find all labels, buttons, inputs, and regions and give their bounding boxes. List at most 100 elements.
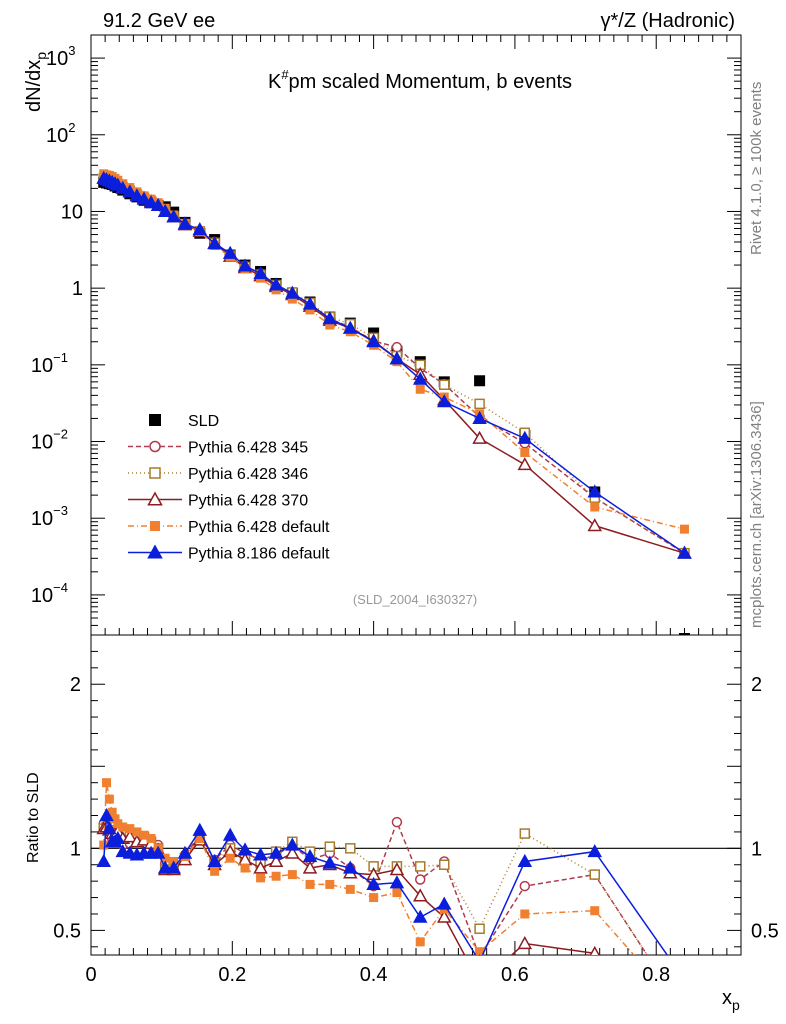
point-pythia-6-428-370	[517, 457, 533, 471]
title-sup: #	[281, 67, 289, 82]
legend-marker-pythia-6-428-345	[149, 440, 161, 453]
point-pythia-6-428-default	[415, 384, 425, 394]
rivet-label: Rivet 4.1.0, ≥ 100k events	[748, 82, 765, 255]
point-pythia-8-186-default	[136, 191, 152, 205]
point-pythia-8-186-default	[268, 277, 284, 291]
ratio-point-pythia-6-428-default	[113, 819, 123, 829]
ratio-point-pythia-6-428-default	[160, 853, 170, 863]
ratio-point-pythia-6-428-default	[256, 873, 266, 883]
ratio-point-pythia-6-428-default	[415, 937, 425, 947]
ratio-point-pythia-8-186-default	[587, 844, 603, 858]
point-pythia-8-186-default	[677, 545, 692, 559]
ratio-point-pythia-6-428-370	[302, 860, 318, 874]
ratio-point-pythia-6-428-default	[475, 947, 485, 955]
y-tick-label: 10	[61, 201, 83, 223]
ratio-point-pythia-8-186-default	[253, 847, 268, 861]
y-tick-label: 10−1	[31, 350, 68, 377]
point-pythia-8-186-default	[253, 266, 268, 280]
point-pythia-6-428-346	[439, 379, 450, 390]
y-tick-label: 1	[72, 278, 83, 300]
ratio-point-pythia-6-428-346	[345, 843, 356, 854]
ratio-point-pythia-6-428-default	[369, 893, 379, 903]
ratio-point-pythia-6-428-345	[414, 874, 426, 885]
ratio-point-pythia-6-428-default	[392, 888, 402, 898]
main-series-group	[96, 169, 692, 635]
ratio-point-pythia-8-186-default	[192, 822, 208, 836]
legend-label-pythia-6-428-default: Pythia 6.428 default	[188, 519, 330, 536]
ratio-point-pythia-8-186-default	[150, 845, 166, 859]
y-tick-label: 102	[46, 120, 75, 147]
ratio-point-pythia-6-428-default	[195, 833, 205, 843]
ratio-point-pythia-8-186-default	[237, 842, 253, 856]
point-pythia-8-186-default	[192, 222, 208, 236]
ratio-point-pythia-8-186-default	[389, 875, 405, 889]
ratio-point-pythia-6-428-default	[305, 879, 315, 889]
ratio-point-pythia-6-428-default	[325, 879, 335, 889]
point-pythia-8-186-default	[366, 334, 381, 348]
ratio-point-pythia-6-428-370	[285, 845, 300, 859]
y-tick-exponent: −1	[53, 350, 68, 365]
legend-label-pythia-6-428-346: Pythia 6.428 346	[188, 466, 308, 483]
ratio-point-pythia-6-428-default	[132, 827, 142, 837]
point-pythia-8-186-default	[322, 311, 338, 325]
ratio-point-pythia-6-428-346	[414, 861, 426, 872]
ratio-point-pythia-6-428-default	[99, 840, 109, 850]
legend-label-pythia-8-186-default: Pythia 8.186 default	[188, 546, 330, 563]
x-axis-label: xp	[722, 987, 740, 1013]
point-pythia-8-186-default	[389, 351, 405, 365]
point-pythia-8-186-default	[177, 216, 193, 230]
point-pythia-8-186-default	[302, 296, 318, 310]
analysis-watermark: (SLD_2004_I630327)	[353, 592, 477, 607]
ratio-point-pythia-6-428-370	[253, 860, 268, 874]
x-tick-label: 0.4	[360, 964, 388, 986]
ratio-point-pythia-6-428-default	[287, 870, 297, 880]
x-tick-label: 0.2	[218, 964, 246, 986]
series-layer	[96, 169, 692, 955]
mcplots-label: mcplots.cern.ch [arXiv:1306.3436]	[748, 401, 765, 628]
legend-marker-sld	[149, 414, 161, 426]
point-pythia-8-186-default	[129, 188, 145, 202]
point-pythia-8-186-default	[436, 394, 452, 408]
legend-marker-pythia-6-428-370	[147, 491, 163, 506]
y-tick-label: 10−4	[31, 580, 68, 607]
point-pythia-8-186-default	[207, 236, 222, 250]
ratio-point-pythia-6-428-default	[104, 794, 114, 804]
point-pythia-6-428-default	[305, 305, 315, 315]
point-pythia-8-186-default	[587, 484, 603, 498]
ratio-point-pythia-8-186-default	[302, 848, 318, 863]
point-pythia-6-428-346	[474, 398, 485, 410]
ratio-point-pythia-6-428-346	[589, 869, 600, 880]
ratio-point-pythia-6-428-default	[146, 833, 156, 843]
y-tick-label: 10−3	[31, 503, 68, 530]
y-tick-exponent: −3	[53, 503, 68, 518]
ratio-point-pythia-6-428-370	[268, 853, 284, 868]
ratio-point-pythia-6-428-default	[225, 853, 235, 863]
ratio-point-pythia-8-186-default	[177, 845, 193, 859]
y-tick-exponent: 2	[68, 120, 75, 135]
x-tick-label: 0.6	[501, 964, 529, 986]
y-tick-label: 103	[46, 43, 75, 70]
legend-label-pythia-6-428-345: Pythia 6.428 345	[188, 440, 308, 457]
ratio-point-pythia-8-186-default	[412, 909, 428, 923]
x-tick-label: 0	[85, 964, 96, 986]
point-pythia-8-186-default	[285, 285, 300, 299]
ratio-point-pythia-6-428-default	[210, 866, 220, 876]
point-pythia-8-186-default	[343, 320, 358, 334]
y-axis-label-main: dN/dx	[23, 60, 45, 112]
point-pythia-6-428-370	[472, 430, 487, 444]
x-axis-label-sub: p	[732, 997, 740, 1013]
ratio-y-tick-label-right: 1	[751, 838, 762, 860]
ratio-point-pythia-8-186-default	[207, 853, 222, 868]
ratio-point-pythia-6-428-default	[345, 884, 355, 894]
y-tick-base: 10	[31, 508, 53, 530]
point-pythia-6-428-default	[287, 294, 297, 304]
point-pythia-8-186-default	[222, 245, 238, 259]
point-pythia-8-186-default	[472, 410, 487, 424]
ratio-y-tick-label-right: 2	[751, 674, 762, 696]
ratio-point-pythia-8-186-default	[99, 807, 114, 822]
ratio-y-axis-label: Ratio to SLD	[25, 772, 42, 863]
ratio-point-pythia-6-428-370	[517, 935, 533, 950]
legend-marker-pythia-8-186-default	[147, 544, 163, 559]
ratio-point-pythia-8-186-default	[166, 860, 181, 874]
